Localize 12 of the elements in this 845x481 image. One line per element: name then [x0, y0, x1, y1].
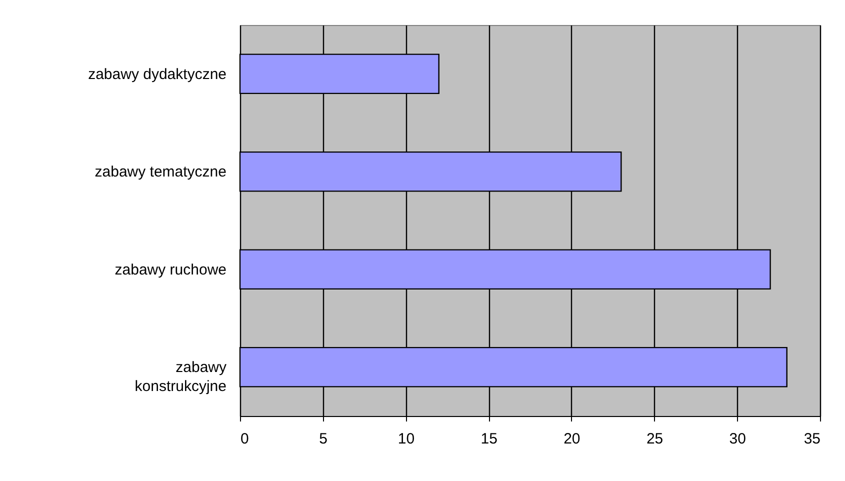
x-tick-label: 25	[646, 430, 664, 448]
y-tick-label: zabawy konstrukcyjne	[134, 359, 227, 396]
y-tick-label: zabawy tematyczne	[94, 164, 226, 181]
x-tick-label: 0	[240, 430, 249, 448]
x-tick-label: 10	[398, 430, 415, 448]
x-tick-label: 30	[729, 430, 746, 448]
x-tick-label: 15	[480, 430, 498, 448]
y-tick-label: zabawy ruchowe	[114, 261, 226, 278]
x-tick-label: 5	[319, 430, 328, 448]
x-tick-label: 35	[804, 430, 820, 448]
x-tick-label: 20	[564, 430, 580, 448]
y-tick-label: zabawy dydaktyczne	[88, 66, 226, 83]
